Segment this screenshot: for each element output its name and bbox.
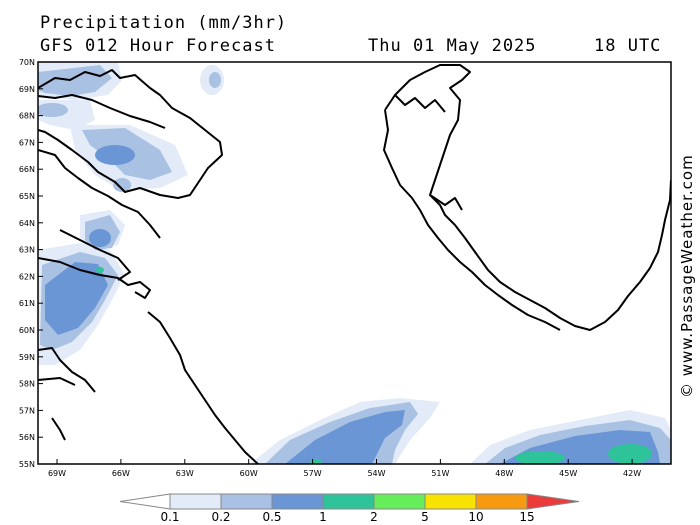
legend-label: 15 — [519, 510, 534, 524]
lat-label: 70N — [19, 58, 35, 67]
legend-label: 2 — [370, 510, 378, 524]
legend-min-arrow — [119, 493, 171, 510]
lat-label: 57N — [19, 406, 35, 415]
lon-label: 51W — [431, 469, 449, 478]
lat-label: 65N — [19, 192, 35, 201]
lat-label: 55N — [19, 460, 35, 469]
legend-swatch — [322, 493, 375, 510]
legend-label: 5 — [421, 510, 429, 524]
lon-label: 69W — [48, 469, 66, 478]
map-frame — [37, 61, 672, 465]
legend-swatch — [373, 493, 426, 510]
lon-label: 63W — [176, 469, 194, 478]
precip-very-heavy — [96, 267, 652, 464]
lat-label: 63N — [19, 246, 35, 255]
legend-swatch — [271, 493, 324, 510]
precipitation-legend: 0.1 0.2 0.5 1 2 5 10 15 — [119, 493, 580, 524]
lon-label: 54W — [367, 469, 385, 478]
lon-label: 57W — [304, 469, 322, 478]
legend-label: 0.5 — [262, 510, 281, 524]
lat-label: 58N — [19, 380, 35, 389]
lat-label: 61N — [19, 299, 35, 308]
lat-label: 64N — [19, 219, 35, 228]
precipitation-layer — [38, 62, 671, 464]
lat-label: 59N — [19, 353, 35, 362]
lat-label: 69N — [19, 85, 35, 94]
lat-label: 68N — [19, 112, 35, 121]
lon-label: 45W — [559, 469, 577, 478]
map-title: Precipitation (mm/3hr) — [40, 13, 288, 33]
forecast-date: Thu 01 May 2025 — [368, 36, 537, 56]
longitude-axis: 69W 66W 63W 60W 57W 54W 51W 48W 45W 42W — [48, 459, 641, 478]
legend-label: 0.1 — [160, 510, 179, 524]
forecast-subtitle: GFS 012 Hour Forecast — [40, 36, 276, 56]
lat-label: 66N — [19, 165, 35, 174]
legend-max-arrow — [526, 493, 580, 510]
latitude-axis: 70N 69N 68N 67N 66N 65N 64N 63N 62N 61N 60N 59N 58N 5… — [19, 58, 43, 469]
lon-label: 66W — [112, 469, 130, 478]
coastlines — [38, 64, 671, 464]
lon-label: 42W — [623, 469, 641, 478]
legend-swatch — [169, 493, 222, 510]
legend-swatch — [220, 493, 273, 510]
lat-label: 67N — [19, 138, 35, 147]
lat-label: 60N — [19, 326, 35, 335]
lon-label: 48W — [495, 469, 513, 478]
map-background — [38, 62, 671, 464]
lat-label: 56N — [19, 433, 35, 442]
lon-label: 60W — [240, 469, 258, 478]
legend-swatch — [475, 493, 528, 510]
legend-swatch — [424, 493, 477, 510]
lat-label: 62N — [19, 272, 35, 281]
legend-label: 1 — [319, 510, 327, 524]
forecast-time: 18 UTC — [594, 36, 662, 56]
legend-label: 10 — [468, 510, 483, 524]
legend-label: 0.2 — [211, 510, 230, 524]
